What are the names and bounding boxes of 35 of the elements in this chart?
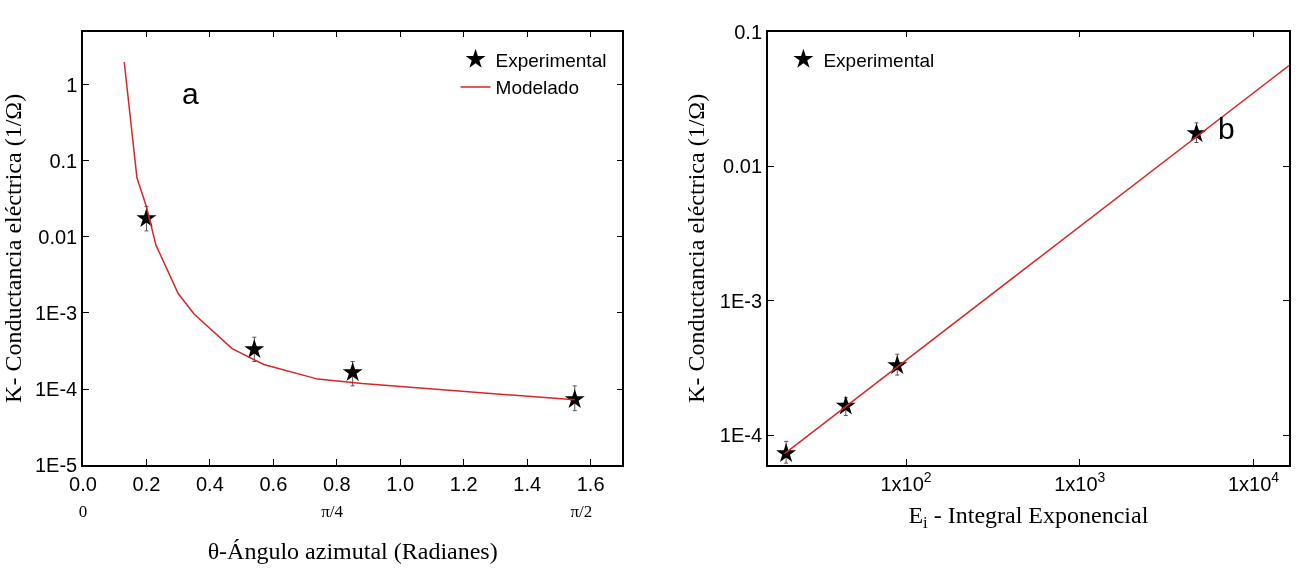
annotation: b — [1218, 112, 1235, 145]
point — [342, 361, 363, 381]
legend-label: Experimental — [495, 49, 607, 71]
x-tick-label: 1.0 — [386, 472, 415, 495]
x-tick-label: 1x10$^{3}$ — [1054, 469, 1106, 495]
point — [244, 339, 265, 359]
x2-tick-label: π/2 — [570, 502, 593, 522]
x-axis-title: E$_{i}$ - Integral Exponencial — [908, 501, 1149, 532]
x-tick-label: 1.6 — [576, 472, 605, 495]
x-tick-label: 1.4 — [513, 472, 542, 495]
x-tick-label: 1x10$^{4}$ — [1227, 469, 1280, 495]
x-tick-label: 1x10$^{2}$ — [880, 469, 932, 495]
y-axis-title: K- Conductancia eléctrica (1/Ω) — [0, 93, 26, 403]
y-tick-label: 0.1 — [734, 20, 763, 43]
y-tick-label: 0.1 — [49, 149, 78, 172]
annotation: a — [182, 77, 199, 110]
y-axis-title: K- Conductancia eléctrica (1/Ω) — [683, 93, 710, 403]
x-tick-label: 1.2 — [449, 472, 478, 495]
y-tick-label: 1 — [66, 73, 78, 96]
point — [564, 388, 585, 408]
legend-label: Experimental — [823, 49, 935, 71]
y-tick-label: 1E-4 — [35, 378, 78, 401]
x-tick-label: 0.6 — [259, 472, 288, 495]
x-axis-title: θ-Ángulo azimutal (Radianes) — [207, 537, 498, 564]
y-tick-label: 0.01 — [723, 155, 763, 178]
x-tick-label: 0.8 — [322, 472, 351, 495]
x2-tick-label: π/4 — [321, 502, 344, 522]
x-tick-label: 0.4 — [195, 472, 224, 495]
x-tick-label: 0.2 — [132, 472, 161, 495]
y-tick-label: 1E-3 — [35, 301, 78, 324]
x2-tick-label: 0 — [78, 502, 88, 522]
y-tick-label: 1E-4 — [719, 424, 763, 447]
y-tick-label: 0.01 — [38, 225, 78, 248]
legend-label: Modelado — [495, 77, 580, 99]
y-tick-label: 1E-3 — [719, 289, 763, 312]
